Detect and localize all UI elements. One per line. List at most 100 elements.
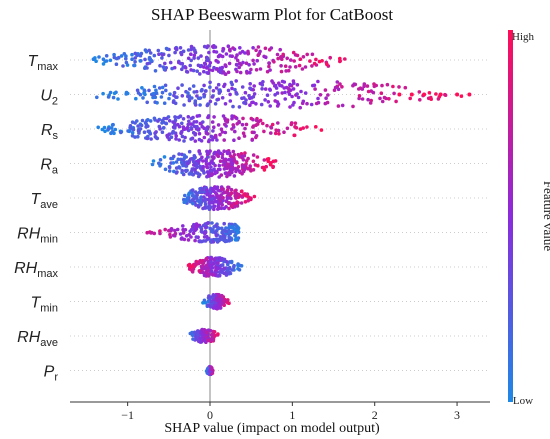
shap-dot — [169, 227, 174, 231]
shap-dot — [184, 234, 189, 238]
shap-dot — [193, 190, 198, 194]
shap-dot — [250, 137, 255, 142]
shap-dot — [206, 115, 210, 120]
shap-dot — [151, 159, 156, 163]
shap-dot — [241, 131, 246, 135]
shap-dot — [263, 87, 268, 91]
shap-dot — [246, 156, 250, 161]
shap-dot — [242, 192, 246, 197]
shap-dot — [351, 104, 355, 109]
shap-dot — [232, 138, 236, 142]
shap-dot — [197, 172, 202, 177]
beeswarm-row-t-max — [91, 44, 347, 76]
shap-dot — [397, 92, 402, 97]
shap-dot — [229, 196, 233, 201]
shap-dot — [210, 120, 215, 124]
shap-dot — [276, 121, 280, 125]
shap-dot — [131, 127, 136, 132]
shap-dot — [366, 89, 371, 94]
shap-dot — [263, 98, 267, 102]
shap-dot — [249, 116, 254, 121]
shap-dot — [241, 116, 245, 121]
shap-dot — [218, 167, 222, 172]
shap-dot — [206, 44, 210, 48]
shap-dot — [149, 137, 153, 141]
shap-dot — [213, 133, 218, 138]
shap-dot — [211, 293, 216, 297]
shap-dot — [163, 167, 168, 172]
shap-dot — [280, 91, 285, 95]
shap-dot — [174, 160, 179, 164]
shap-dot — [251, 153, 256, 157]
shap-dot — [268, 87, 272, 92]
shap-dot — [241, 60, 245, 65]
shap-dot — [235, 204, 240, 208]
shap-dot — [285, 56, 290, 61]
shap-dot — [252, 194, 257, 199]
shap-dot — [224, 199, 229, 204]
shap-dot — [186, 263, 191, 268]
shap-dot — [188, 199, 192, 203]
shap-dot — [197, 96, 202, 101]
shap-dot — [192, 53, 197, 58]
shap-dot — [246, 167, 251, 171]
shap-dot — [165, 135, 170, 139]
shap-dot — [310, 64, 314, 68]
shap-dot — [220, 297, 224, 301]
shap-dot — [242, 101, 246, 105]
shap-dot — [300, 67, 305, 71]
shap-dot — [158, 127, 162, 131]
shap-dot — [119, 54, 124, 58]
shap-dot — [205, 66, 209, 70]
shap-dot — [289, 58, 293, 62]
shap-dot — [203, 231, 207, 236]
shap-dot — [216, 60, 220, 64]
x-tick-label: 1 — [289, 408, 295, 422]
shap-dot — [200, 267, 204, 271]
shap-dot — [189, 44, 194, 49]
shap-dot — [203, 239, 208, 243]
shap-dot — [133, 51, 138, 56]
shap-dot — [262, 129, 266, 134]
shap-dot — [174, 95, 178, 99]
shap-dot — [207, 68, 212, 72]
shap-dot — [206, 299, 211, 304]
shap-dot — [276, 56, 280, 61]
shap-dot — [224, 171, 228, 175]
shap-dot — [209, 134, 214, 139]
shap-dot — [180, 121, 184, 126]
beeswarm-row-p-r — [204, 364, 215, 377]
shap-dot — [101, 62, 106, 66]
shap-dot — [111, 122, 115, 127]
shap-dot — [145, 62, 150, 66]
shap-dot — [130, 131, 135, 135]
shap-dot — [205, 103, 210, 108]
shap-dot — [194, 120, 199, 124]
shap-dot — [112, 52, 116, 57]
x-tick-label: 0 — [207, 408, 213, 422]
shap-dot — [189, 235, 193, 239]
shap-dot — [106, 127, 111, 131]
shap-dot — [234, 79, 238, 83]
shap-dot — [231, 104, 235, 109]
shap-dot — [230, 114, 234, 118]
shap-dot — [167, 96, 171, 101]
shap-dot — [213, 300, 218, 305]
shap-dot — [189, 137, 193, 141]
shap-dot — [246, 49, 250, 54]
shap-dot — [190, 188, 195, 192]
shap-dot — [145, 66, 149, 70]
shap-dot — [235, 161, 239, 165]
shap-dot — [219, 173, 224, 177]
shap-dot — [172, 90, 177, 95]
shap-dot — [121, 64, 125, 68]
shap-dot — [305, 52, 310, 57]
shap-dot — [251, 125, 255, 129]
shap-dot — [198, 202, 203, 207]
shap-dot — [193, 48, 197, 53]
shap-dot — [323, 88, 328, 92]
shap-dot — [194, 203, 198, 207]
shap-dot — [288, 82, 292, 87]
shap-dot — [409, 92, 414, 97]
shap-dot — [144, 122, 148, 126]
